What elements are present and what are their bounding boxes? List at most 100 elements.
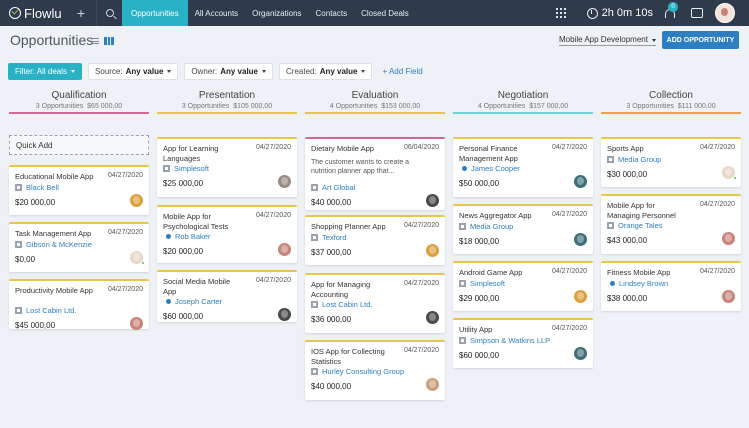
card-title[interactable]: Social Media Mobile App — [163, 277, 231, 296]
owner-avatar[interactable] — [722, 232, 735, 245]
owner-filter[interactable]: Owner: Any value — [184, 62, 273, 80]
opportunity-card[interactable]: Shopping Planner App 04/27/2020 Texford $37… — [305, 215, 445, 265]
card-client[interactable]: Texford — [311, 233, 347, 242]
search-button[interactable] — [96, 0, 122, 26]
column-header: Collection 3 Opportunities $111 000,00 — [601, 90, 741, 123]
owner-avatar[interactable] — [574, 290, 587, 303]
user-avatar[interactable] — [715, 3, 735, 23]
chat-icon[interactable] — [691, 8, 703, 18]
opportunity-card[interactable]: App for Learning Languages 04/27/2020 Simp… — [157, 137, 297, 197]
opportunity-card[interactable]: Fitness Mobile App 04/27/2020 Lindsey Brow… — [601, 261, 741, 311]
create-new-button[interactable]: + — [76, 5, 86, 21]
card-amount: $20 000,00 — [163, 247, 204, 256]
owner-avatar[interactable] — [278, 175, 291, 188]
card-title[interactable]: Utility App — [459, 325, 493, 334]
card-client[interactable]: Lost Cabin Ltd. — [15, 306, 76, 315]
owner-avatar[interactable] — [722, 290, 735, 303]
card-client[interactable]: James Cooper — [459, 164, 520, 173]
card-title[interactable]: Shopping Planner App — [311, 222, 386, 231]
owner-avatar[interactable] — [130, 251, 143, 264]
card-client[interactable]: Simplesoft — [459, 279, 505, 288]
card-title[interactable]: Mobile App for Managing Personnel — [607, 201, 676, 220]
card-title[interactable]: News Aggregator App — [459, 211, 532, 220]
card-client[interactable]: Gibson & McKenzie — [15, 240, 92, 249]
card-title[interactable]: Dietary Mobile App — [311, 144, 374, 153]
owner-avatar[interactable] — [574, 175, 587, 188]
opportunity-card[interactable]: Mobile App for Psychological Tests 04/27/… — [157, 205, 297, 263]
tab-contacts[interactable]: Contacts — [315, 8, 348, 18]
board-view-icon[interactable] — [104, 37, 115, 45]
card-client[interactable]: Simpson & Watkins LLP — [459, 336, 550, 345]
opportunity-card[interactable]: Android Game App 04/27/2020 Simplesoft $29 … — [453, 261, 593, 311]
opportunity-card[interactable]: Personal Finance Management App 04/27/202… — [453, 137, 593, 197]
card-client[interactable]: Media Group — [459, 222, 513, 231]
pipeline-select[interactable]: Mobile App Development — [559, 35, 656, 46]
owner-avatar[interactable] — [426, 244, 439, 257]
building-icon — [15, 241, 22, 248]
source-filter[interactable]: Source: Any value — [88, 62, 179, 80]
owner-avatar[interactable] — [722, 166, 735, 179]
card-client[interactable]: Lost Cabin Ltd. — [311, 300, 372, 309]
card-client[interactable]: Rob Baker — [163, 232, 210, 241]
apps-grid-icon[interactable] — [555, 8, 566, 18]
card-client[interactable]: Black Bell — [15, 183, 59, 192]
card-client[interactable]: Media Group — [607, 155, 661, 164]
opportunity-card[interactable]: Task Management App 04/27/2020 Gibson & Mc… — [9, 222, 149, 272]
card-client[interactable]: Hurley Consulting Group — [311, 367, 404, 376]
card-title[interactable]: Android Game App — [459, 268, 523, 277]
opportunity-card[interactable]: Dietary Mobile App 06/04/2020 The customer… — [305, 137, 445, 210]
card-title[interactable]: Educational Mobile App — [15, 172, 94, 181]
card-title[interactable]: Mobile App for Psychological Tests — [163, 212, 229, 231]
owner-avatar[interactable] — [426, 378, 439, 391]
card-title[interactable]: Task Management App — [15, 229, 92, 238]
opportunity-card[interactable]: Productivity Mobile App 04/27/2020 Lost Ca… — [9, 279, 149, 330]
opportunity-card[interactable]: App for Managing Accounting 04/27/2020 Los… — [305, 273, 445, 333]
stopwatch-icon[interactable] — [586, 7, 598, 19]
opportunity-card[interactable]: Utility App 04/27/2020 Simpson & Watkins L… — [453, 318, 593, 368]
building-icon — [607, 222, 614, 229]
top-navbar: Flowlu + Opportunities All Accounts Orga… — [0, 0, 749, 26]
opportunity-card[interactable]: Educational Mobile App 04/27/2020 Black Be… — [9, 165, 149, 215]
notifications-button[interactable]: 0 — [663, 2, 678, 20]
card-title[interactable]: Sports App — [607, 144, 644, 153]
owner-avatar[interactable] — [574, 347, 587, 360]
column-count: 3 Opportunities — [181, 103, 230, 110]
add-opportunity-button[interactable]: ADD OPPORTUNITY — [662, 31, 739, 49]
owner-avatar[interactable] — [278, 308, 291, 321]
opportunity-card[interactable]: Social Media Mobile App 04/27/2020 Joseph … — [157, 270, 297, 322]
card-client[interactable]: Orange Tales — [607, 221, 662, 230]
list-view-icon[interactable] — [92, 38, 99, 44]
time-tracker[interactable]: 2h 0m 10s — [601, 7, 653, 19]
opportunity-card[interactable]: News Aggregator App 04/27/2020 Media Group… — [453, 204, 593, 254]
owner-avatar[interactable] — [130, 194, 143, 207]
card-client[interactable]: Joseph Carter — [163, 297, 222, 306]
owner-avatar[interactable] — [130, 317, 143, 330]
owner-avatar[interactable] — [574, 233, 587, 246]
tab-opportunities[interactable]: Opportunities — [122, 0, 188, 26]
owner-avatar[interactable] — [426, 194, 439, 207]
opportunity-card[interactable]: Sports App 04/27/2020 Media Group $30 000,0… — [601, 137, 741, 187]
opportunity-card[interactable]: Mobile App for Managing Personnel 04/27/2… — [601, 194, 741, 254]
card-title[interactable]: IOS App for Collecting Statistics — [311, 347, 385, 366]
created-filter[interactable]: Created: Any value — [279, 62, 373, 80]
quick-add-input[interactable]: Quick Add — [9, 135, 149, 155]
owner-avatar[interactable] — [426, 311, 439, 324]
tab-organizations[interactable]: Organizations — [252, 8, 302, 18]
column-total: $105 000,00 — [233, 103, 273, 110]
card-client[interactable]: Lindsey Brown — [607, 279, 668, 288]
card-title[interactable]: Productivity Mobile App — [15, 286, 93, 295]
tab-closed-deals[interactable]: Closed Deals — [361, 8, 409, 18]
opportunity-card[interactable]: IOS App for Collecting Statistics 04/27/2… — [305, 340, 445, 400]
card-client[interactable]: Simplesoft — [163, 164, 209, 173]
card-title[interactable]: Fitness Mobile App — [607, 268, 671, 277]
card-title[interactable]: Personal Finance Management App — [459, 144, 518, 163]
card-title[interactable]: App for Learning Languages — [163, 144, 219, 163]
add-field-link[interactable]: + Add Field — [382, 66, 423, 76]
tab-all-accounts[interactable]: All Accounts — [194, 8, 239, 18]
app-logo[interactable]: Flowlu — [0, 6, 66, 21]
card-title[interactable]: App for Managing Accounting — [311, 280, 371, 299]
filter-dropdown[interactable]: Filter: All deals — [8, 62, 83, 80]
owner-avatar[interactable] — [278, 243, 291, 256]
column-header: Presentation 3 Opportunities $105 000,00 — [157, 90, 297, 123]
card-client[interactable]: Art Global — [311, 183, 355, 192]
